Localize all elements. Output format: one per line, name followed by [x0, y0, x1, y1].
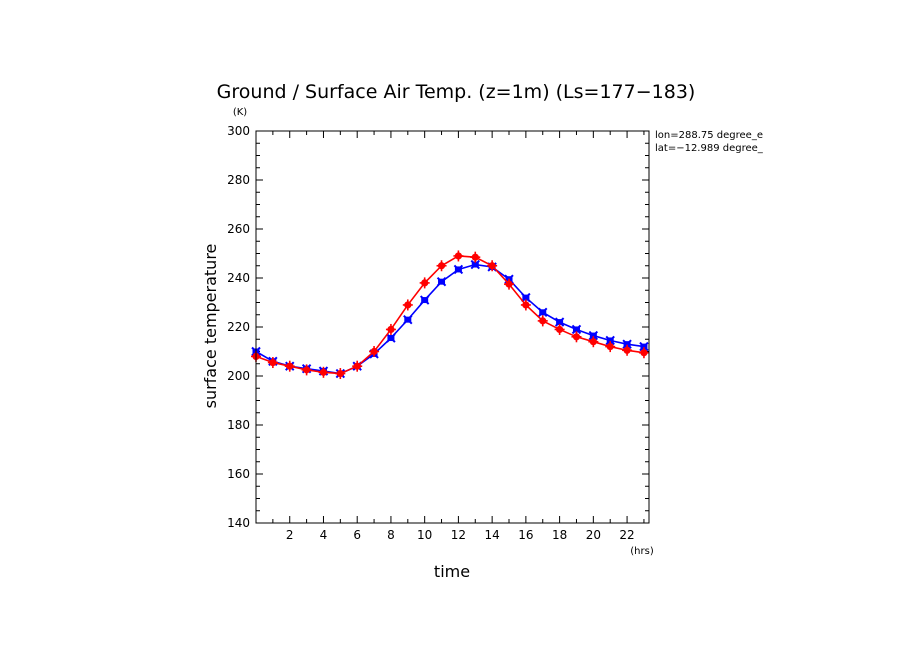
x-tick-label: 2 [286, 528, 294, 542]
data-point [639, 341, 649, 352]
y-unit-label: (K) [233, 107, 247, 118]
data-point [419, 277, 430, 289]
marker-cross [571, 324, 582, 335]
data-point [487, 260, 498, 272]
data-point [335, 368, 346, 380]
marker-cross [622, 339, 632, 349]
data-point [537, 315, 548, 327]
data-point [605, 335, 615, 346]
info-line: lat=−12.989 degree_ [655, 143, 764, 154]
x-tick-label: 6 [353, 528, 361, 542]
data-point [571, 324, 582, 335]
data-point [453, 264, 464, 275]
data-point [385, 323, 396, 335]
x-tick-label: 16 [518, 528, 533, 542]
marker-cross [639, 341, 649, 352]
info-box: lon=288.75 degree_e lat=−12.989 degree_ [655, 130, 764, 154]
data-point [436, 260, 447, 272]
data-point [605, 341, 616, 353]
series-line [255, 255, 645, 375]
data-point [403, 314, 413, 325]
marker-cross [453, 264, 464, 275]
y-tick-label: 300 [227, 124, 250, 138]
y-tick-label: 140 [227, 516, 250, 530]
x-tick-label: 8 [387, 528, 395, 542]
data-point [538, 307, 548, 318]
data-point [504, 278, 515, 290]
data-point [284, 360, 295, 372]
x-tick-label: 10 [417, 528, 432, 542]
data-point [588, 336, 599, 348]
y-tick-label: 280 [227, 173, 250, 187]
data-point [402, 299, 413, 311]
series-line [255, 263, 645, 375]
data-series [251, 250, 649, 380]
y-tick-label: 200 [227, 369, 250, 383]
data-point [436, 276, 447, 287]
y-tick-label: 160 [227, 467, 250, 481]
marker-cross [386, 333, 396, 343]
data-point [453, 250, 464, 262]
data-point [369, 346, 380, 357]
data-point [571, 331, 582, 343]
x-axis-label: time [434, 562, 470, 581]
y-tick-label: 220 [227, 320, 250, 334]
marker-cross [419, 295, 430, 305]
data-point [386, 333, 396, 343]
axis-ticks: 2 4 6 8 10 12 14 16 18 20 22 140 160 180 200 220 240 260 2… [227, 124, 649, 542]
data-point [588, 330, 599, 341]
info-line: lon=288.75 degree_e [655, 130, 763, 141]
series-0 [251, 259, 649, 379]
y-tick-label: 260 [227, 222, 250, 236]
y-tick-label: 180 [227, 418, 250, 432]
x-tick-label: 4 [320, 528, 328, 542]
plot-frame [255, 130, 650, 524]
marker-cross [470, 259, 480, 270]
chart-title: Ground / Surface Air Temp. (z=1m) (Ls=17… [217, 81, 696, 103]
x-tick-label: 14 [484, 528, 499, 542]
marker-cross [605, 335, 615, 346]
y-axis-label: surface temperature [201, 244, 220, 409]
data-point [554, 317, 565, 327]
data-point [301, 364, 312, 376]
x-tick-label: 18 [552, 528, 567, 542]
x-tick-label: 20 [586, 528, 601, 542]
data-point [470, 259, 480, 270]
series-1 [251, 250, 649, 380]
data-point [352, 360, 363, 372]
y-tick-label: 240 [227, 271, 250, 285]
x-tick-label: 12 [451, 528, 466, 542]
data-point [521, 292, 531, 303]
marker-cross [588, 330, 599, 341]
data-point [554, 323, 565, 335]
marker-cross [521, 292, 531, 303]
marker-cross [538, 307, 548, 318]
marker-cross [436, 276, 447, 287]
data-point [419, 295, 430, 305]
data-point [267, 357, 278, 369]
marker-cross [403, 314, 413, 325]
marker-cross [554, 317, 565, 327]
x-unit-label: (hrs) [630, 546, 654, 557]
data-point [622, 339, 632, 349]
data-point [622, 344, 633, 356]
data-point [318, 366, 329, 378]
x-tick-label: 22 [619, 528, 634, 542]
data-point [638, 347, 649, 359]
data-point [470, 251, 481, 263]
data-point [520, 299, 531, 311]
